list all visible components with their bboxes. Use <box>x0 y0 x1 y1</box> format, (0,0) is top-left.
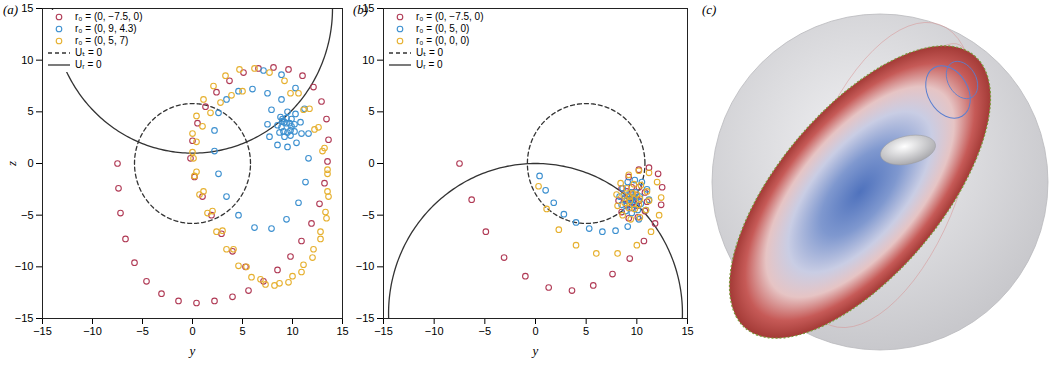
svg-text:15: 15 <box>336 325 348 337</box>
svg-text:−15: −15 <box>33 325 52 337</box>
svg-text:10: 10 <box>21 54 33 66</box>
svg-text:−5: −5 <box>136 325 149 337</box>
svg-text:0: 0 <box>368 157 374 169</box>
svg-text:5: 5 <box>27 105 33 117</box>
svg-text:5: 5 <box>239 325 245 337</box>
svg-text:−10: −10 <box>83 325 102 337</box>
svg-text:−5: −5 <box>479 325 492 337</box>
svg-text:10: 10 <box>362 54 374 66</box>
svg-text:−10: −10 <box>15 260 34 272</box>
svg-text:10: 10 <box>286 325 298 337</box>
svg-text:−15: −15 <box>356 312 375 324</box>
svg-text:−10: −10 <box>356 260 375 272</box>
svg-text:10: 10 <box>631 325 643 337</box>
svg-text:0: 0 <box>27 157 33 169</box>
svg-text:0: 0 <box>189 325 195 337</box>
svg-text:5: 5 <box>583 325 589 337</box>
svg-text:z: z <box>4 161 19 167</box>
svg-text:−5: −5 <box>21 209 34 221</box>
svg-text:−5: −5 <box>362 209 375 221</box>
svg-text:5: 5 <box>368 105 374 117</box>
svg-text:15: 15 <box>681 325 693 337</box>
svg-text:15: 15 <box>21 2 33 14</box>
svg-text:−15: −15 <box>15 312 34 324</box>
svg-text:y: y <box>188 343 196 358</box>
svg-text:0: 0 <box>532 325 538 337</box>
svg-text:−10: −10 <box>425 325 444 337</box>
svg-text:y: y <box>531 343 539 358</box>
svg-text:−15: −15 <box>374 325 393 337</box>
